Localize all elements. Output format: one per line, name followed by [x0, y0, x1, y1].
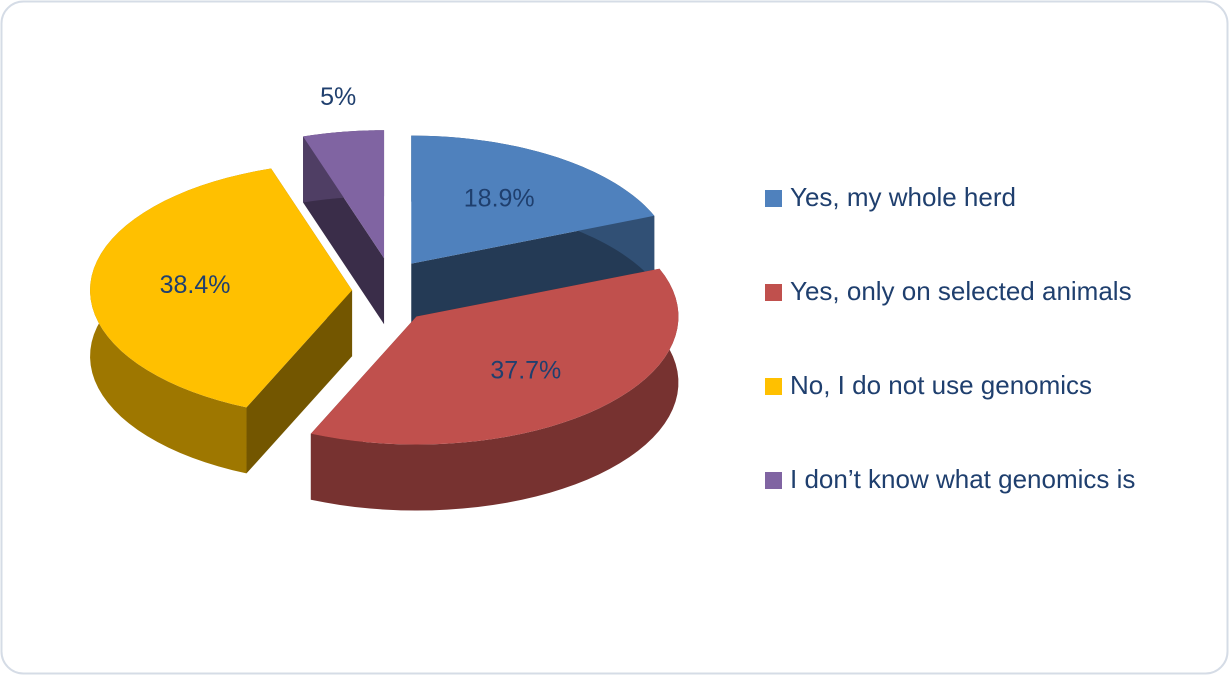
- legend-swatch: [765, 284, 782, 301]
- data-labels: 18.9% 37.7% 38.4% 5%: [160, 83, 562, 384]
- slice-face: [411, 215, 655, 330]
- pie-tops: [90, 130, 679, 445]
- legend: Yes, my whole herd Yes, only on selected …: [765, 182, 1135, 494]
- legend-label: I don’t know what genomics is: [790, 464, 1135, 494]
- data-label: 5%: [320, 83, 356, 111]
- legend-swatch: [765, 190, 782, 207]
- slice: [310, 268, 679, 445]
- slice: [303, 130, 385, 259]
- data-label: 18.9%: [464, 185, 535, 213]
- data-label: 38.4%: [160, 271, 231, 299]
- legend-swatch: [765, 472, 782, 489]
- legend-swatch: [765, 378, 782, 395]
- legend-label: Yes, only on selected animals: [790, 276, 1132, 306]
- slice: [411, 135, 655, 264]
- slice-wall: [310, 268, 679, 511]
- slice-face: [246, 290, 353, 474]
- legend-label: No, I do not use genomics: [790, 370, 1092, 400]
- data-label: 37.7%: [490, 356, 561, 384]
- legend-label: Yes, my whole herd: [790, 182, 1016, 212]
- slice: [90, 168, 353, 408]
